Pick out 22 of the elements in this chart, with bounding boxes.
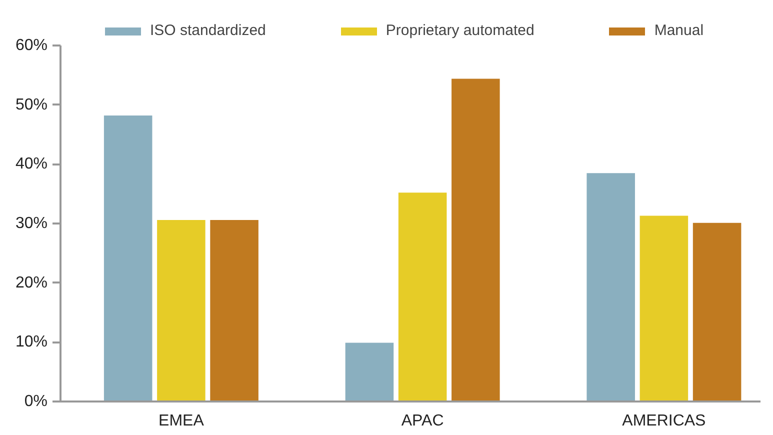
- bar: [398, 192, 447, 402]
- x-tick-label: APAC: [401, 412, 444, 430]
- bar: [104, 116, 152, 402]
- y-tick-label: 20%: [15, 274, 48, 292]
- bar: [640, 216, 688, 402]
- legend-label: Proprietary automated: [386, 22, 534, 39]
- y-tick-label: 30%: [15, 215, 48, 232]
- bar: [157, 220, 206, 402]
- y-tick-label: 40%: [15, 156, 48, 173]
- legend-label: Manual: [654, 22, 704, 39]
- y-tick-label: 60%: [15, 37, 48, 54]
- bar: [345, 342, 394, 402]
- bar: [586, 173, 635, 402]
- bar: [210, 220, 258, 402]
- bar: [692, 222, 742, 402]
- y-tick-label: 0%: [24, 393, 48, 410]
- x-tick-label: AMERICAS: [622, 412, 706, 430]
- bar: [452, 78, 500, 402]
- y-tick-label: 50%: [15, 96, 48, 114]
- x-tick-label: EMEA: [158, 412, 204, 430]
- y-tick-label: 10%: [15, 334, 48, 351]
- legend-label: ISO standardized: [150, 22, 266, 39]
